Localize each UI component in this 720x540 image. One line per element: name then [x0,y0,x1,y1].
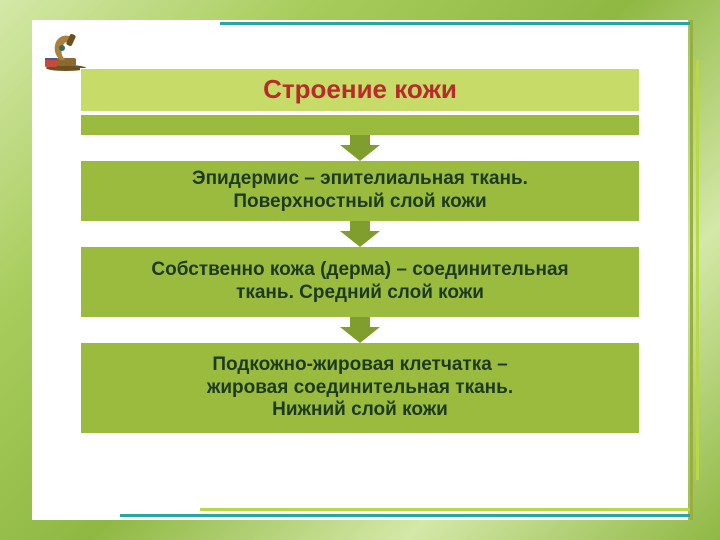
box-dermis: Собственно кожа (дерма) – соединительная… [80,246,640,318]
box-epidermis: Эпидермис – эпителиальная ткань. Поверхн… [80,160,640,222]
line: Собственно кожа (дерма) – соединительная [151,259,568,282]
line: Эпидермис – эпителиальная ткань. [192,168,528,191]
line: ткань. Средний слой кожи [236,282,484,305]
title-sub-bar [80,114,640,136]
accent-line-right-2 [696,60,699,480]
line: Подкожно-жировая клетчатка – [212,354,507,377]
accent-line-bottom-1 [120,514,690,517]
flowchart: Строение кожи Эпидермис – эпителиальная … [80,68,640,434]
arrow-1 [80,135,640,161]
arrow-3 [80,317,640,343]
box-hypodermis: Подкожно-жировая клетчатка – жировая сое… [80,342,640,434]
slide: Строение кожи Эпидермис – эпителиальная … [0,0,720,540]
title-box: Строение кожи [80,68,640,112]
accent-line-bottom-2 [200,508,690,511]
arrow-2 [80,221,640,247]
accent-line-right-1 [690,20,693,520]
line: Поверхностный слой кожи [233,191,486,214]
accent-line-top [220,22,690,25]
microscope-icon [42,28,90,72]
line: жировая соединительная ткань. [207,377,513,400]
title-text: Строение кожи [263,74,457,105]
line: Нижний слой кожи [272,399,448,422]
